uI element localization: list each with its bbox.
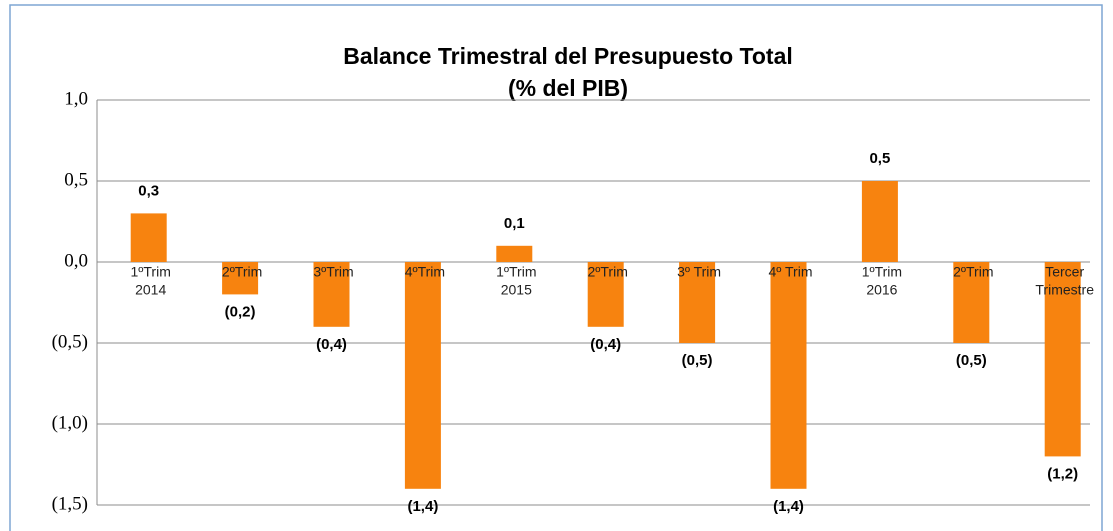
bar — [770, 262, 807, 489]
x-tick-label: 4ºTrim — [405, 264, 445, 280]
bar — [313, 262, 350, 327]
y-tick-label: (0,5) — [52, 331, 88, 352]
value-label: (0,5) — [682, 352, 713, 369]
x-tick-label: 1ºTrim — [131, 264, 171, 280]
x-tick-label: 3º Trim — [677, 264, 721, 280]
value-label: (1,4) — [407, 498, 438, 515]
value-label: 0,5 — [869, 150, 890, 167]
chart-frame — [9, 4, 1103, 531]
chart-title: Balance Trimestral del Presupuesto Total — [343, 43, 793, 69]
value-label: (0,4) — [590, 336, 621, 353]
bar — [404, 262, 441, 489]
x-tick-label: 1ºTrim — [496, 264, 536, 280]
chart-subtitle: (% del PIB) — [508, 75, 628, 101]
bar — [222, 262, 259, 295]
x-tick-label: 2ºTrim — [953, 264, 993, 280]
x-tick-label: Trimestre — [1035, 282, 1094, 298]
value-label: (1,2) — [1047, 465, 1078, 482]
bar — [496, 245, 533, 262]
value-label: 0,3 — [138, 182, 159, 199]
x-tick-label: 3ºTrim — [313, 264, 353, 280]
value-label: (0,5) — [956, 352, 987, 369]
y-tick-label: 0,5 — [64, 169, 88, 190]
x-tick-label: 4º Trim — [768, 264, 812, 280]
x-tick-label: 2016 — [866, 282, 897, 298]
x-tick-label: 2ºTrim — [222, 264, 262, 280]
x-tick-label: 2ºTrim — [588, 264, 628, 280]
x-tick-label: 2015 — [501, 282, 532, 298]
bar — [861, 181, 898, 262]
bar — [130, 213, 167, 262]
bar — [1044, 262, 1081, 457]
value-label: (1,4) — [773, 498, 804, 515]
y-tick-label: 1,0 — [64, 88, 88, 109]
y-tick-label: (1,5) — [52, 493, 88, 514]
bar — [587, 262, 624, 327]
x-tick-label: 1ºTrim — [862, 264, 902, 280]
value-label: 0,1 — [504, 215, 525, 232]
value-label: (0,4) — [316, 336, 347, 353]
x-tick-label: Tercer — [1045, 264, 1084, 280]
value-label: (0,2) — [225, 303, 256, 320]
bar — [953, 262, 990, 343]
bar — [679, 262, 716, 343]
y-tick-label: (1,0) — [52, 412, 88, 433]
x-tick-label: 2014 — [135, 282, 166, 298]
y-tick-label: 0,0 — [64, 250, 88, 271]
